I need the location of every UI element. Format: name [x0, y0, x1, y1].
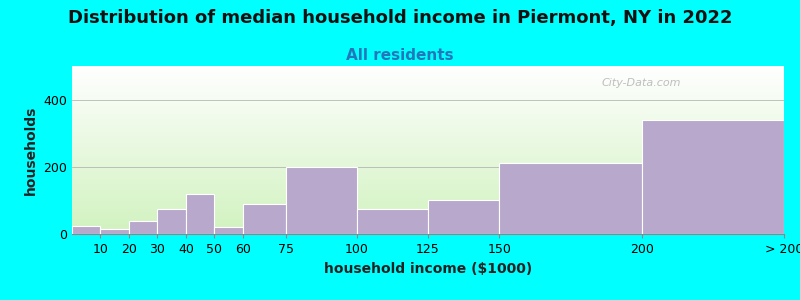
Text: City-Data.com: City-Data.com [602, 78, 682, 88]
Bar [428, 200, 499, 234]
Bar [186, 194, 214, 234]
Text: Distribution of median household income in Piermont, NY in 2022: Distribution of median household income … [68, 9, 732, 27]
Bar [101, 229, 129, 234]
Bar [642, 120, 784, 234]
Bar [129, 220, 158, 234]
Bar [214, 227, 243, 234]
Bar [243, 204, 286, 234]
Y-axis label: households: households [24, 105, 38, 195]
X-axis label: household income ($1000): household income ($1000) [324, 262, 532, 276]
Bar [72, 226, 101, 234]
Bar [499, 164, 642, 234]
Bar [357, 209, 428, 234]
Bar [286, 167, 357, 234]
Text: All residents: All residents [346, 48, 454, 63]
Bar [158, 209, 186, 234]
